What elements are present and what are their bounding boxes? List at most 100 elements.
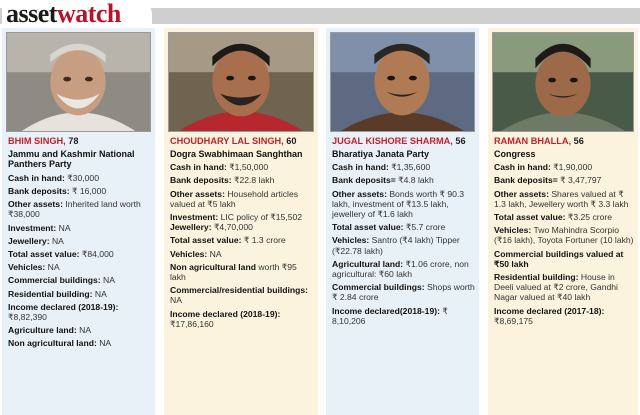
field-value: Bonds worth ₹ 90.3 lakh, investment of ₹… [332,188,465,219]
candidate-name-text: JUGAL KISHORE SHARMA, [332,136,453,146]
field-value: ₹8,82,390 [8,312,47,323]
field-value: ₹1,50,000 [229,162,269,173]
candidate-column: BHIM SINGH, 78 Jammu and Kashmir Nationa… [2,28,155,415]
asset-field: Bank deposits: ₹22.8 lakh [170,175,314,185]
field-value: Santro (₹4 lakh) Tipper (₹22.78 lakh) [332,235,460,256]
field-label: Vehicles: [494,225,532,236]
candidate-info: RAMAN BHALLA, 56 Congress Cash in hand: … [494,136,634,329]
field-label: Total asset value: [494,212,566,222]
field-label: Other assets: [170,188,225,199]
field-label: Residential building: [494,272,579,283]
asset-field: Commercial buildings valued at ₹50 lakh [494,249,634,269]
candidate-photo [6,32,151,132]
field-value: NA [47,262,60,273]
asset-field: Total asset value: ₹ 1.3 crore [170,235,314,245]
asset-field: Commercial buildings: Shops worth ₹ 2.84… [332,282,475,302]
asset-field: Residential building: NA [8,289,151,299]
candidate-age: 56 [455,136,466,146]
candidate-name: RAMAN BHALLA, 56 [494,136,634,147]
asset-field: Non agricultural land worth ₹95 lakh [170,262,314,282]
field-label: Vehicles: [8,262,46,273]
field-label: Commercial/residential buildings: [170,285,309,296]
field-label: Cash in hand: [8,172,65,183]
asset-field: Other assets: Bonds worth ₹ 90.3 lakh, i… [332,189,475,220]
header-title: assetwatch [6,0,121,28]
field-label: Non agricultural land: [8,338,97,349]
candidate-age: 78 [68,136,79,146]
asset-field: Agricultural land: ₹1.06 crore, non agri… [332,259,475,279]
candidate-column: CHOUDHARY LAL SINGH, 60 Dogra Swabhimaan… [164,28,318,415]
field-label: Agricultural land: [332,258,404,269]
field-value: House in Deeli valued at ₹2 crore, Gandh… [494,272,618,303]
field-label: Jewellery: [170,222,212,233]
field-label: Commercial buildings valued at [494,248,624,259]
field-label: Total asset value: [8,249,80,259]
candidate-photo [492,32,634,132]
field-value: ₹ 1.3 crore [243,235,286,246]
candidate-photo [168,32,314,132]
field-label: Bank deposits= [494,175,558,186]
field-label: Commercial buildings: [8,275,101,286]
asset-field: Income declared(2018-19): ₹ 8,10,206 [332,306,475,326]
asset-field: Investment: LIC policy of ₹15,502 Jewell… [170,212,314,232]
header-title-word2: watch [56,0,121,28]
field-label: Residential building: [8,288,93,299]
asset-field: Income declared (2018-19): ₹17,86,160 [170,309,314,329]
asset-field: Bank deposits: ₹ 16,000 [8,186,151,196]
field-value: ₹8,69,175 [494,315,533,326]
asset-field: Cash in hand: ₹1,90,000 [494,162,634,172]
field-value: NA [103,275,115,286]
field-label: Other assets: [8,199,63,210]
candidate-party: Congress [494,148,536,159]
field-value: ₹1,35,600 [391,162,431,173]
field-label: Total asset value: [170,235,242,246]
candidate-info: CHOUDHARY LAL SINGH, 60 Dogra Swabhimaan… [170,136,314,332]
field-value: ₹1,90,000 [553,162,593,173]
field-label: Income declared(2018-19): [332,305,440,316]
asset-field: Vehicles: Santro (₹4 lakh) Tipper (₹22.7… [332,235,475,255]
asset-field: Income declared (2017-18): ₹8,69,175 [494,306,634,326]
candidate-name: JUGAL KISHORE SHARMA, 56 [332,136,475,147]
candidate-name-text: CHOUDHARY LAL SINGH, [170,136,284,146]
asset-field: Total asset value: ₹3.25 crore [494,212,634,222]
asset-field: Income declared (2018-19): ₹8,82,390 [8,302,151,322]
field-value: ₹4.8 lakh [398,175,434,186]
field-label: Total asset value: [332,222,404,233]
candidate-info: JUGAL KISHORE SHARMA, 56 Bharatiya Janat… [332,136,475,329]
asset-field: Commercial/residential buildings: NA [170,285,314,305]
field-label: Other assets: [494,188,549,199]
field-value: ₹3.25 crore [567,212,613,222]
candidate-name-text: BHIM SINGH, [8,136,66,146]
header-bar [0,8,640,24]
field-value: worth ₹95 lakh [170,261,297,283]
asset-field: Investment: NA [8,223,151,233]
candidate-name-text: RAMAN BHALLA, [494,136,572,146]
field-value: Inherited land worth ₹38,000 [8,199,141,220]
candidate-party: Bharatiya Janata Party [332,148,430,159]
asset-field: Other assets: Household articles valued … [170,189,314,209]
field-label: Investment: [170,212,219,222]
field-value: Shops worth ₹ 2.84 crore [332,282,475,303]
asset-field: Other assets: Inherited land worth ₹38,0… [8,199,151,219]
candidate-party: Jammu and Kashmir National Panthers Part… [8,148,135,170]
header-tab [2,2,152,27]
field-value: ₹1.06 crore, non agricultural: ₹60 lakh [332,258,469,280]
candidate-name: CHOUDHARY LAL SINGH, 60 [170,136,314,147]
asset-field: Bank deposits= ₹ 3,47,797 [494,175,634,185]
field-value: ₹ 8,10,206 [332,305,448,326]
field-label: Commercial buildings: [332,282,425,293]
asset-field: Commercial buildings: NA [8,275,151,285]
candidate-column: RAMAN BHALLA, 56 Congress Cash in hand: … [488,28,638,415]
asset-field: Non agricultural land: NA [8,338,151,348]
field-label: Other assets: [332,188,387,199]
field-label: Bank deposits= [332,175,396,186]
asset-field: Vehicles: NA [8,262,151,272]
field-label: Bank deposits: [170,175,232,186]
field-value: NA [58,222,71,233]
field-value: NA [51,235,64,246]
field-value: NA [209,248,222,259]
asset-field: Vehicles: Two Mahindra Scorpio (₹16 lakh… [494,225,634,245]
field-value: ₹50 lakh [494,258,529,269]
asset-field: Jewellery: NA [8,236,151,246]
field-value: ₹ 16,000 [72,185,107,196]
